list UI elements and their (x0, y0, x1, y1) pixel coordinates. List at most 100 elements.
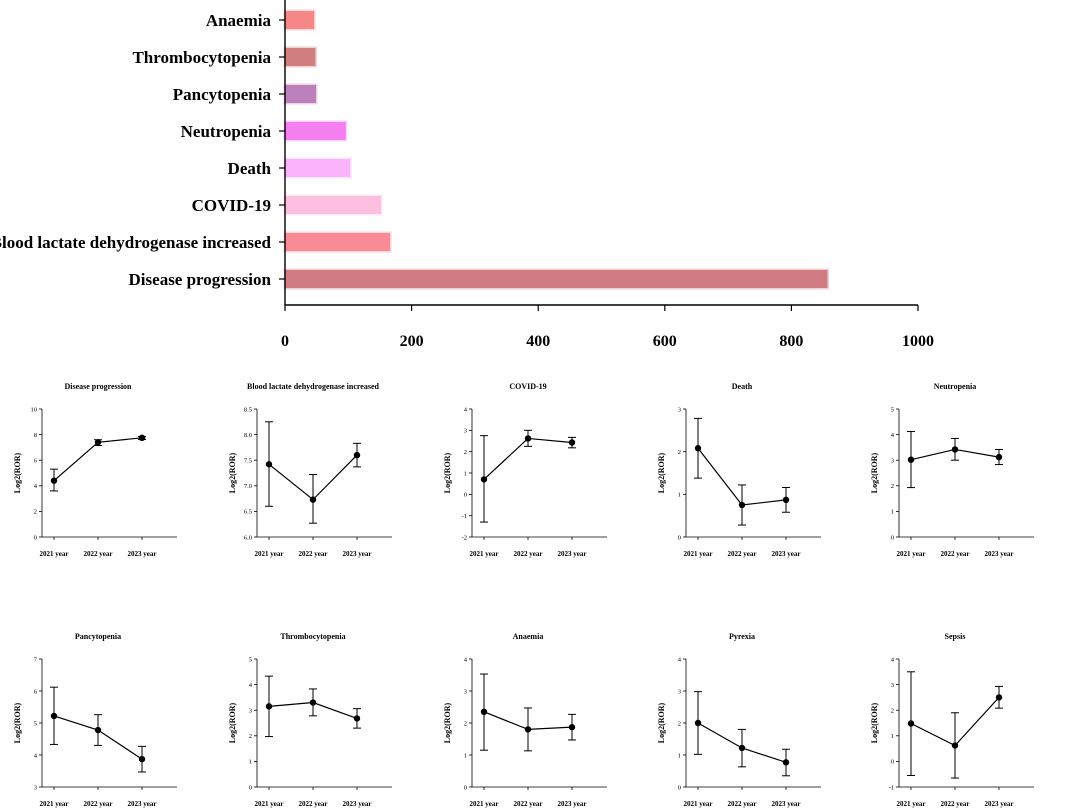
chart-title: Anaemia (513, 632, 544, 641)
ytick-label-2: -1 (462, 513, 467, 520)
bar-2 (283, 46, 317, 68)
y-axis-label: Log2(ROR) (228, 702, 237, 743)
bar-xtick-label-2: 200 (400, 333, 424, 350)
ytick-label-3: 2 (249, 733, 252, 740)
data-point-2 (951, 446, 959, 453)
ytick-label-5: 8 (34, 432, 37, 439)
chart-title: Neutropenia (934, 382, 977, 391)
ytick-label-3: 1 (891, 733, 894, 740)
ytick-label-7: 4 (464, 406, 468, 413)
xtick-label-2: 2022 year (728, 800, 757, 808)
ytick-label-5: 4 (249, 682, 253, 689)
data-point-2 (94, 439, 102, 446)
bar-label-5: Death (228, 159, 272, 178)
data-point-3 (568, 723, 576, 731)
y-axis-label: Log2(ROR) (870, 452, 879, 493)
chart-title: Blood lactate dehydrogenase increased (247, 382, 379, 391)
ytick-label-2: 0 (891, 759, 894, 766)
xtick-label-2: 2022 year (299, 800, 328, 808)
ytick-label-1: 0 (678, 784, 681, 791)
ytick-label-4: 3 (678, 406, 681, 413)
data-point-3 (353, 451, 361, 459)
xtick-label-3: 2023 year (343, 550, 372, 558)
data-point-3 (568, 439, 576, 446)
data-point-1 (265, 461, 273, 468)
ytick-label-6: 4 (891, 656, 895, 663)
xtick-label-1: 2021 year (40, 800, 69, 808)
bar-4 (283, 120, 348, 142)
xtick-label-2: 2022 year (941, 800, 970, 808)
ytick-label-6: 8.5 (244, 406, 252, 413)
data-point-1 (694, 445, 702, 452)
ytick-label-5: 7 (34, 656, 38, 663)
ytick-label-2: 6.5 (244, 509, 252, 516)
ytick-label-2: 1 (678, 492, 681, 499)
ytick-label-1: 6.0 (244, 534, 252, 541)
data-point-3 (782, 496, 790, 504)
xtick-label-1: 2021 year (684, 800, 713, 808)
chart-title: Pyrexia (729, 632, 755, 641)
bar-label-2: Thrombocytopenia (132, 48, 271, 67)
data-point-3 (995, 694, 1003, 701)
ytick-label-5: 3 (891, 682, 894, 689)
xtick-label-3: 2023 year (985, 550, 1014, 558)
ytick-label-3: 2 (678, 449, 681, 456)
ytick-label-5: 2 (464, 449, 467, 456)
ytick-label-1: 0 (678, 534, 681, 541)
ytick-label-3: 2 (891, 483, 894, 490)
ytick-label-1: 3 (34, 784, 37, 791)
xtick-label-1: 2021 year (40, 550, 69, 558)
data-point-2 (738, 744, 746, 752)
data-point-2 (94, 726, 102, 734)
data-point-1 (50, 477, 58, 484)
data-point-3 (138, 434, 146, 441)
xtick-label-1: 2021 year (684, 550, 713, 558)
small-chart-4: Death 0 1 2 3 Log2(ROR) 2021 year 2022 year 2023… (657, 382, 821, 558)
xtick-label-1: 2021 year (897, 800, 926, 808)
ytick-label-5: 4 (464, 656, 468, 663)
chart-title: Thrombocytopenia (280, 632, 345, 641)
data-point-3 (353, 715, 361, 722)
data-point-1 (265, 703, 273, 710)
chart-title: Disease progression (64, 382, 132, 391)
bar-chart: Anaemia Thrombocytopenia Pancytopenia Neutr… (0, 0, 934, 350)
ytick-label-1: 0 (464, 784, 467, 791)
small-chart-9: Pyrexia 0 1 2 3 4 Log2(ROR) 2021 year 2022 year 2… (657, 632, 821, 808)
bar-label-6: COVID-19 (192, 196, 271, 215)
bar-label-8: Disease progression (129, 270, 272, 289)
xtick-label-3: 2023 year (772, 800, 801, 808)
ytick-label-4: 3 (464, 688, 467, 695)
bar-3 (283, 83, 318, 105)
xtick-label-3: 2023 year (772, 550, 801, 558)
xtick-label-2: 2022 year (514, 800, 543, 808)
ytick-label-4: 2 (891, 708, 894, 715)
xtick-label-2: 2022 year (84, 800, 113, 808)
ytick-label-2: 4 (34, 752, 38, 759)
data-point-2 (524, 726, 532, 733)
ytick-label-5: 4 (891, 432, 895, 439)
ytick-label-6: 3 (464, 428, 467, 435)
bar-6 (283, 194, 383, 216)
xtick-label-2: 2022 year (728, 550, 757, 558)
bar-label-7: Blood lactate dehydrogenase increased (0, 233, 272, 252)
ytick-label-3: 7.0 (244, 483, 252, 490)
xtick-label-1: 2021 year (470, 800, 499, 808)
xtick-label-2: 2022 year (514, 550, 543, 558)
y-axis-label: Log2(ROR) (228, 452, 237, 493)
chart-title: Death (732, 382, 753, 391)
ytick-label-3: 5 (34, 720, 37, 727)
bar-label-3: Pancytopenia (173, 85, 272, 104)
ytick-label-4: 6 (34, 688, 38, 695)
y-axis-label: Log2(ROR) (443, 702, 452, 743)
xtick-label-3: 2023 year (558, 550, 587, 558)
ytick-label-1: -1 (889, 784, 894, 791)
data-point-2 (738, 501, 746, 509)
small-chart-10: Sepsis -1 0 1 2 3 4 Log2(ROR) 2021 year 2022 year… (870, 632, 1034, 808)
bar-label-1: Anaemia (206, 11, 272, 30)
data-point-1 (907, 720, 915, 727)
small-chart-5: Neutropenia 0 1 2 3 4 5 Log2(ROR) 2021 year 2022 … (870, 382, 1034, 558)
bar-1 (283, 9, 316, 31)
ytick-label-6: 10 (31, 406, 38, 413)
ytick-label-1: 0 (34, 534, 37, 541)
data-point-1 (480, 708, 488, 715)
